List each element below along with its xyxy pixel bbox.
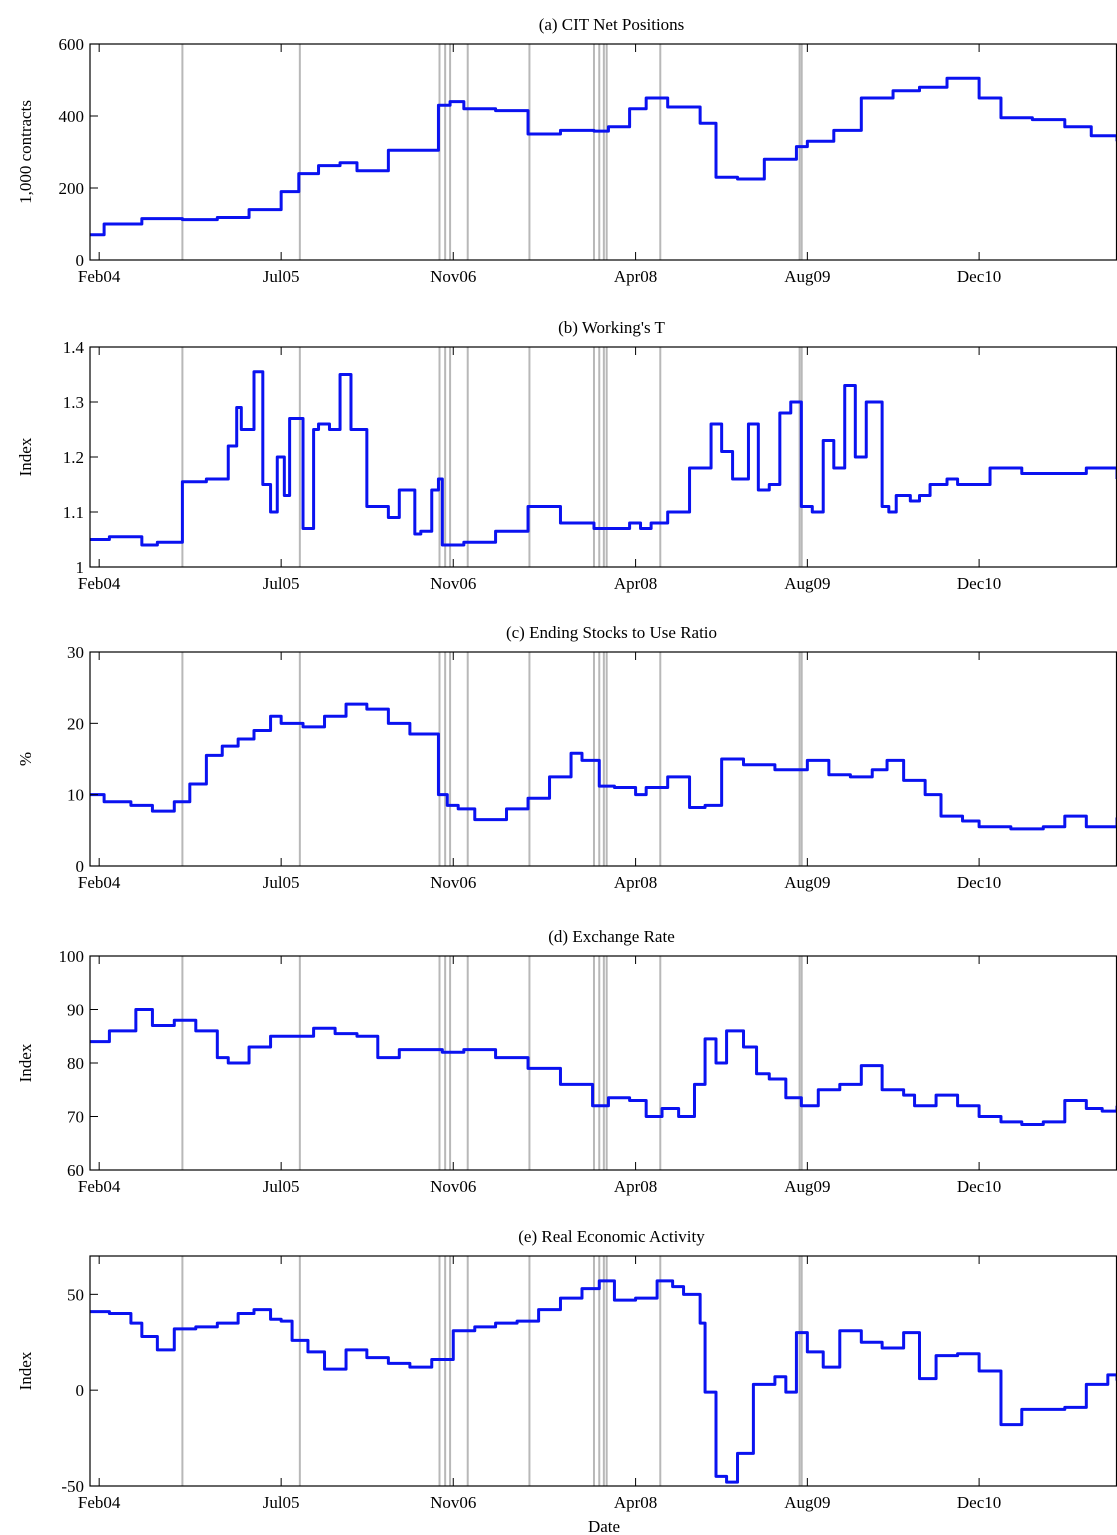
- x-tick-label: Dec10: [957, 267, 1001, 286]
- x-tick-label: Feb04: [78, 1493, 121, 1512]
- series-line-1-1: [90, 76, 1117, 237]
- panel-title: (b) Working's T: [558, 318, 665, 337]
- x-tick-label: Jul05: [263, 873, 300, 892]
- x-tick-label: Aug09: [784, 873, 830, 892]
- x-tick-label: Aug09: [784, 267, 830, 286]
- x-tick-label: Feb04: [78, 574, 121, 593]
- y-tick-label: 1.3: [63, 393, 84, 412]
- series-line-4-1: [90, 1008, 1117, 1127]
- x-tick-label: Nov06: [430, 267, 476, 286]
- x-axis-label: Date: [588, 1517, 620, 1535]
- x-tick-label: Aug09: [784, 1493, 830, 1512]
- y-tick-label: 30: [67, 643, 84, 662]
- panel-3: 0 10 20 30 Feb04 Jul05 Nov06 Apr08 Aug09 Dec10 (c)…: [16, 623, 1117, 892]
- x-tick-label: Apr08: [614, 873, 657, 892]
- x-tick-label: Nov06: [430, 1493, 476, 1512]
- x-tick-label: Nov06: [430, 1177, 476, 1196]
- y-tick-label: 400: [59, 107, 85, 126]
- panel-4: 60 70 80 90 100 Feb04 Jul05 Nov06 Apr08 Aug09 Dec1…: [16, 927, 1117, 1196]
- series-line-3-1: [90, 702, 1117, 831]
- x-tick-label: Aug09: [784, 574, 830, 593]
- x-tick-label: Apr08: [614, 1493, 657, 1512]
- y-tick-label: 10: [67, 786, 84, 805]
- y-tick-label: 0: [76, 251, 85, 270]
- x-tick-label: Dec10: [957, 873, 1001, 892]
- y-tick-label: 0: [76, 1381, 85, 1400]
- panel-title: (c) Ending Stocks to Use Ratio: [506, 623, 717, 642]
- y-tick-label: 1.4: [63, 338, 85, 357]
- x-tick-label: Feb04: [78, 1177, 121, 1196]
- panel-title: (a) CIT Net Positions: [539, 15, 685, 34]
- y-axis-label: %: [16, 752, 35, 766]
- x-tick-label: Apr08: [614, 267, 657, 286]
- y-tick-label: 1.2: [63, 448, 84, 467]
- x-tick-label: Nov06: [430, 873, 476, 892]
- y-tick-label: 80: [67, 1054, 84, 1073]
- y-tick-label: 90: [67, 1001, 84, 1020]
- y-tick-label: 50: [67, 1285, 84, 1304]
- y-tick-label: 60: [67, 1161, 84, 1180]
- y-tick-label: 200: [59, 179, 85, 198]
- panel-5: -50 0 50 Feb04 Jul05 Nov06 Apr08 Aug09 Dec10 (e) …: [16, 1227, 1117, 1512]
- y-axis-label: Index: [16, 1351, 35, 1390]
- y-tick-label: 1.1: [63, 503, 84, 522]
- y-axis-label: 1,000 contracts: [16, 100, 35, 204]
- x-tick-label: Jul05: [263, 1177, 300, 1196]
- x-tick-label: Nov06: [430, 574, 476, 593]
- y-tick-label: 100: [59, 947, 85, 966]
- y-tick-label: -50: [61, 1477, 84, 1496]
- y-tick-label: 600: [59, 35, 85, 54]
- y-tick-label: 1: [76, 558, 85, 577]
- panel-title: (d) Exchange Rate: [548, 927, 675, 946]
- x-tick-label: Jul05: [263, 267, 300, 286]
- x-tick-label: Apr08: [614, 1177, 657, 1196]
- panel-2: 1 1.1 1.2 1.3 1.4 Feb04 Jul05 Nov06 Apr08 Aug09 De…: [16, 318, 1117, 593]
- y-tick-label: 0: [76, 857, 85, 876]
- x-tick-label: Dec10: [957, 1493, 1001, 1512]
- x-tick-label: Jul05: [263, 1493, 300, 1512]
- panel-1: 0 200 400 600 Feb04 Jul05 Nov06 Apr08 Aug09 Dec10…: [16, 15, 1117, 286]
- series-line-2-1: [90, 370, 1117, 547]
- series-line-5-1: [90, 1279, 1117, 1484]
- x-tick-label: Dec10: [957, 574, 1001, 593]
- y-tick-label: 20: [67, 714, 84, 733]
- y-axis-label: Index: [16, 437, 35, 476]
- x-tick-label: Feb04: [78, 873, 121, 892]
- panel-title: (e) Real Economic Activity: [518, 1227, 705, 1246]
- x-tick-label: Dec10: [957, 1177, 1001, 1196]
- y-axis-label: Index: [16, 1043, 35, 1082]
- x-tick-label: Feb04: [78, 267, 121, 286]
- x-tick-label: Jul05: [263, 574, 300, 593]
- x-tick-label: Aug09: [784, 1177, 830, 1196]
- y-tick-label: 70: [67, 1108, 84, 1127]
- x-tick-label: Apr08: [614, 574, 657, 593]
